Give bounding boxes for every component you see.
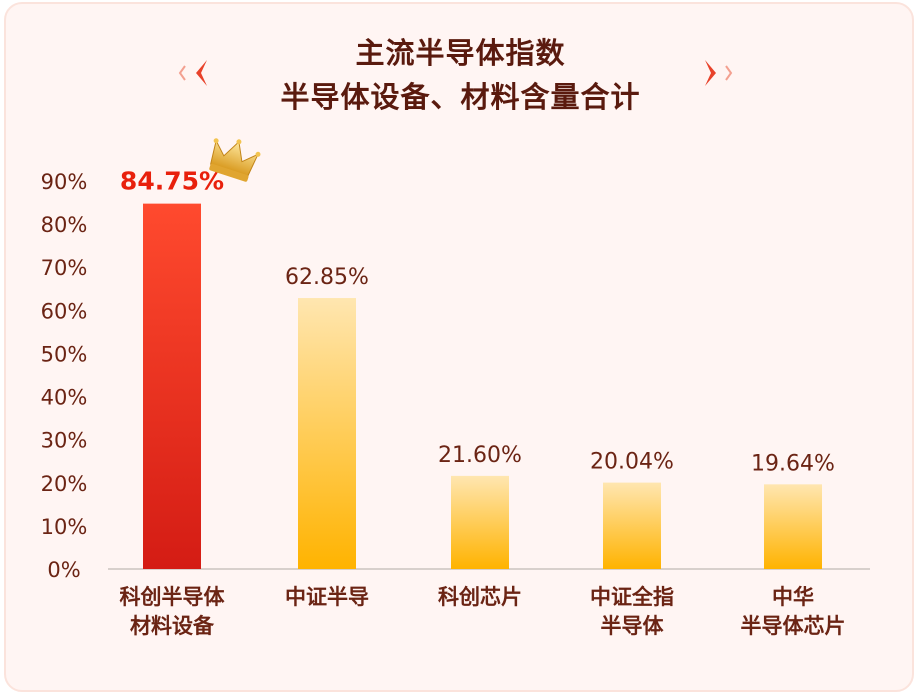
x-category-label: 科创半导体 <box>120 585 226 609</box>
bar <box>764 484 822 569</box>
chart-title-line2: 半导体设备、材料含量合计 <box>280 80 641 114</box>
y-tick-label: 70% <box>41 256 88 280</box>
x-category-label: 中证半导 <box>285 585 369 609</box>
title-ornament-right <box>705 60 845 86</box>
y-tick-label: 10% <box>41 515 88 539</box>
y-tick-label: 30% <box>41 429 88 453</box>
data-label: 20.04% <box>590 450 674 475</box>
y-tick-label: 50% <box>41 342 88 366</box>
x-category-label: 半导体芯片 <box>741 614 846 638</box>
y-tick-label: 90% <box>41 170 88 194</box>
y-tick-label: 20% <box>41 472 88 496</box>
x-category-label: 中证全指 <box>590 585 674 609</box>
chart-title-line1: 主流半导体指数 <box>355 36 566 70</box>
data-label: 62.85% <box>285 265 369 290</box>
y-tick-label: 60% <box>41 299 88 323</box>
data-label: 84.75% <box>120 167 224 196</box>
x-category-label: 材料设备 <box>130 614 215 638</box>
x-category-label: 科创芯片 <box>438 585 522 609</box>
bar <box>143 203 201 569</box>
y-tick-label: 0% <box>47 558 80 582</box>
data-label: 19.64% <box>751 451 835 476</box>
title-ornament-left <box>65 60 207 86</box>
bar <box>298 298 356 569</box>
crown-icon <box>209 138 261 182</box>
data-label: 21.60% <box>438 443 522 468</box>
bar <box>451 475 509 569</box>
x-category-label: 半导体 <box>601 614 665 638</box>
y-tick-label: 40% <box>41 386 88 410</box>
bar <box>603 482 661 569</box>
x-category-label: 中华 <box>772 585 814 609</box>
y-tick-label: 80% <box>41 213 88 237</box>
